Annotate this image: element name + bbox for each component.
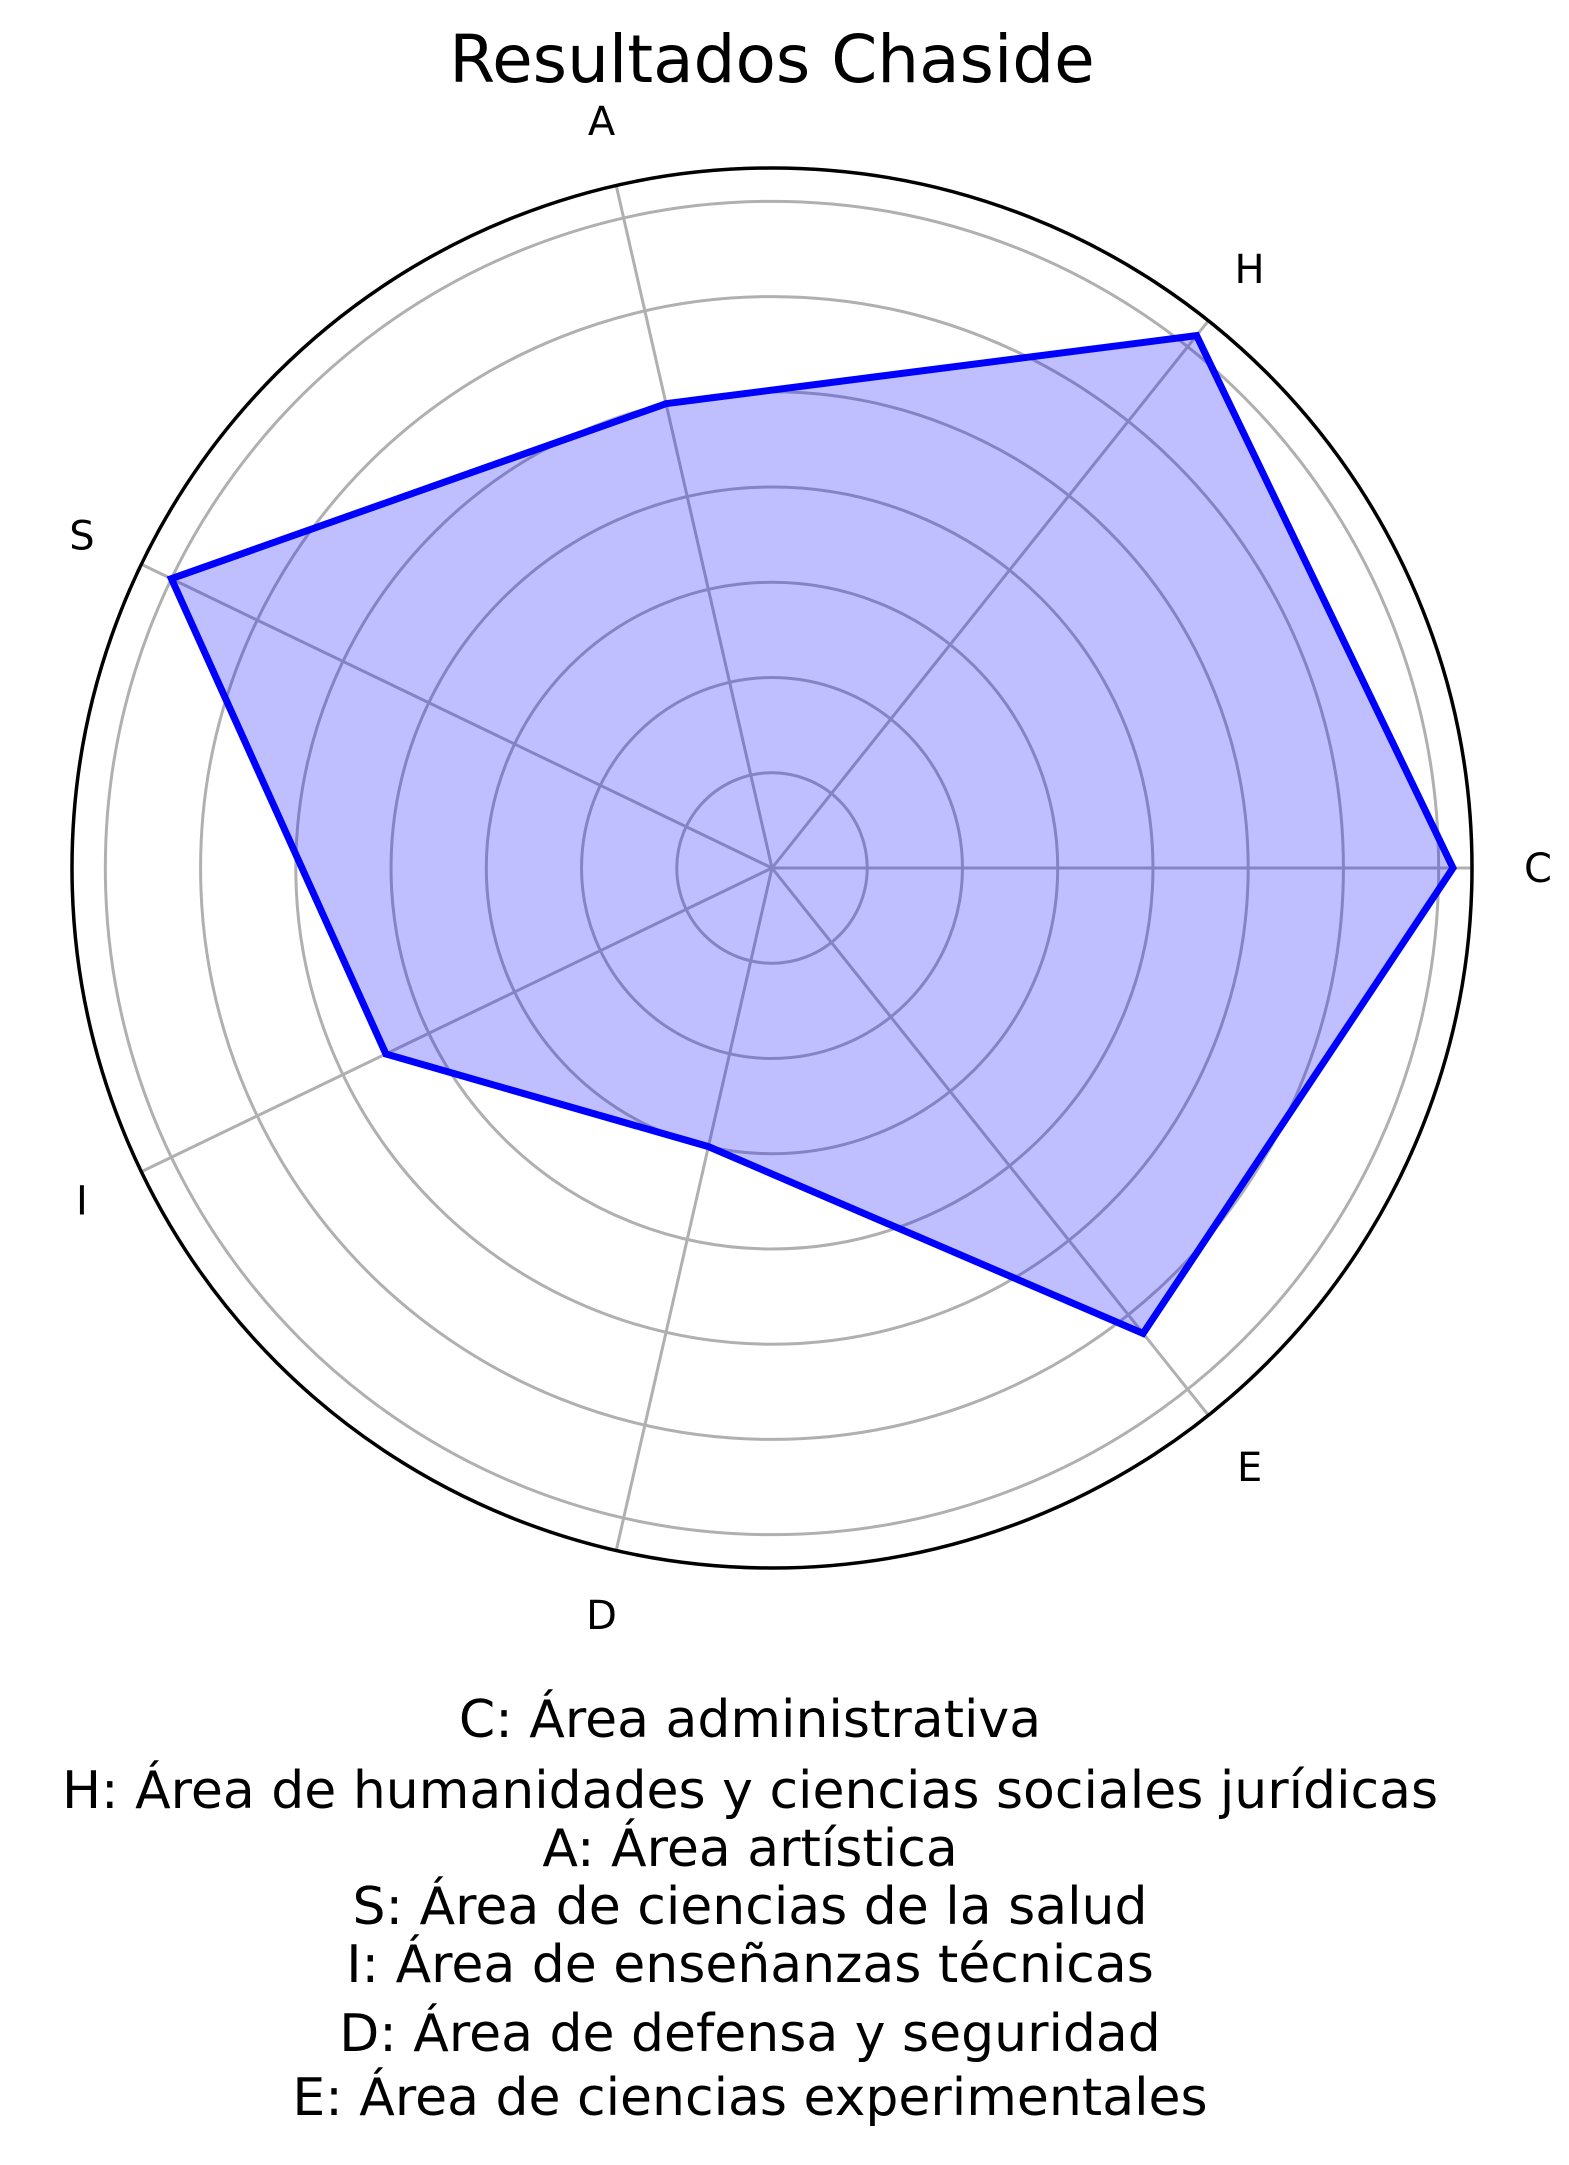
legend-line-3: A: Área artística	[542, 1818, 957, 1879]
legend-line-7: E: Área de ciencias experimentales	[292, 2067, 1207, 2128]
axis-label-A: A	[588, 99, 616, 145]
series-line-1	[166, 331, 1458, 1338]
polar-grid	[70, 166, 1474, 1570]
axis-label-I: I	[76, 1178, 88, 1224]
legend-line-2: H: Área de humanidades y ciencias social…	[62, 1760, 1438, 1821]
spoke-S	[140, 562, 773, 870]
legend-line-4: S: Área de ciencias de la salud	[352, 1876, 1147, 1937]
axis-label-C: C	[1524, 846, 1552, 892]
outer-frame-ring	[70, 166, 1474, 1570]
spoke-H	[770, 319, 1210, 869]
axis-label-H: H	[1235, 247, 1265, 293]
legend-line-1: C: Área administrativa	[459, 1689, 1041, 1750]
category-legend: C: Área administrativa H: Área de humanid…	[62, 1689, 1438, 2128]
axis-label-E: E	[1237, 1445, 1262, 1491]
chart-title: Resultados Chaside	[449, 21, 1095, 98]
axis-label-S: S	[69, 514, 94, 560]
legend-line-5: I: Área de enseñanzas técnicas	[346, 1934, 1154, 1995]
series-area-1	[171, 335, 1453, 1334]
data-series	[166, 331, 1458, 1338]
axis-labels: C H A S I D E	[69, 99, 1552, 1639]
spoke-A	[614, 185, 774, 869]
spoke-E	[770, 867, 1210, 1417]
spoke-I	[140, 866, 773, 1174]
spoke-D	[614, 867, 774, 1551]
axis-label-D: D	[586, 1593, 617, 1639]
legend-line-6: D: Área de defensa y seguridad	[339, 2003, 1161, 2064]
